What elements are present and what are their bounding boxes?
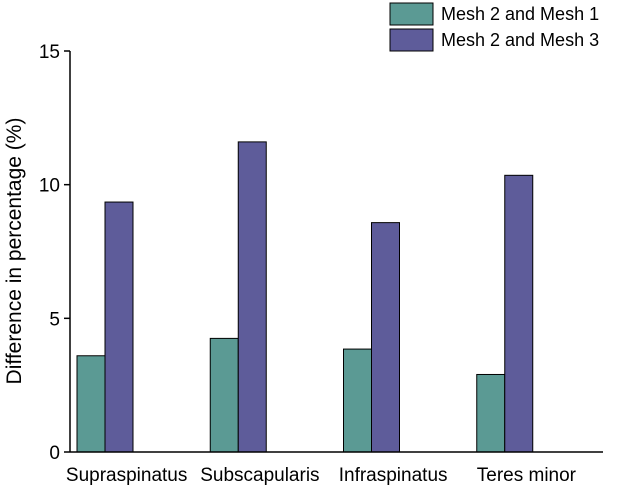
bar-teres-minor-series-2 (504, 174, 534, 453)
y-ticks-group: 0 5 10 15 (39, 42, 70, 464)
y-tick-label: 15 (39, 42, 60, 63)
x-category-label: Teres minor (477, 465, 577, 486)
x-category-label: Infraspinatus (339, 465, 448, 486)
bar-supraspinatus-series-2 (104, 201, 134, 453)
legend-swatch-series-1 (389, 2, 434, 26)
x-category-label: Supraspinatus (66, 465, 187, 486)
legend-label-series-1: Mesh 2 and Mesh 1 (441, 4, 599, 24)
legend-swatch-series-2 (389, 28, 434, 52)
bar-infraspinatus-series-1 (343, 348, 372, 453)
legend: Mesh 2 and Mesh 1 Mesh 2 and Mesh 3 (385, 0, 625, 55)
y-tick-label: 0 (49, 443, 60, 464)
bar-subscapularis-series-2 (237, 141, 267, 453)
bar-infraspinatus-series-2 (371, 222, 400, 453)
x-labels-group: Supraspinatus Subscapularis Infraspinatus T… (66, 465, 577, 486)
y-tick-label: 10 (39, 176, 60, 197)
axes-group (69, 51, 603, 453)
bars-group (76, 141, 534, 453)
y-tick-label: 5 (49, 309, 60, 330)
bar-teres-minor-series-1 (476, 373, 506, 453)
bar-subscapularis-series-1 (209, 337, 239, 453)
y-axis-title: Difference in percentage (%) (3, 118, 26, 385)
bar-supraspinatus-series-1 (76, 355, 106, 453)
x-category-label: Subscapularis (200, 465, 319, 486)
legend-label-series-2: Mesh 2 and Mesh 3 (441, 30, 599, 50)
